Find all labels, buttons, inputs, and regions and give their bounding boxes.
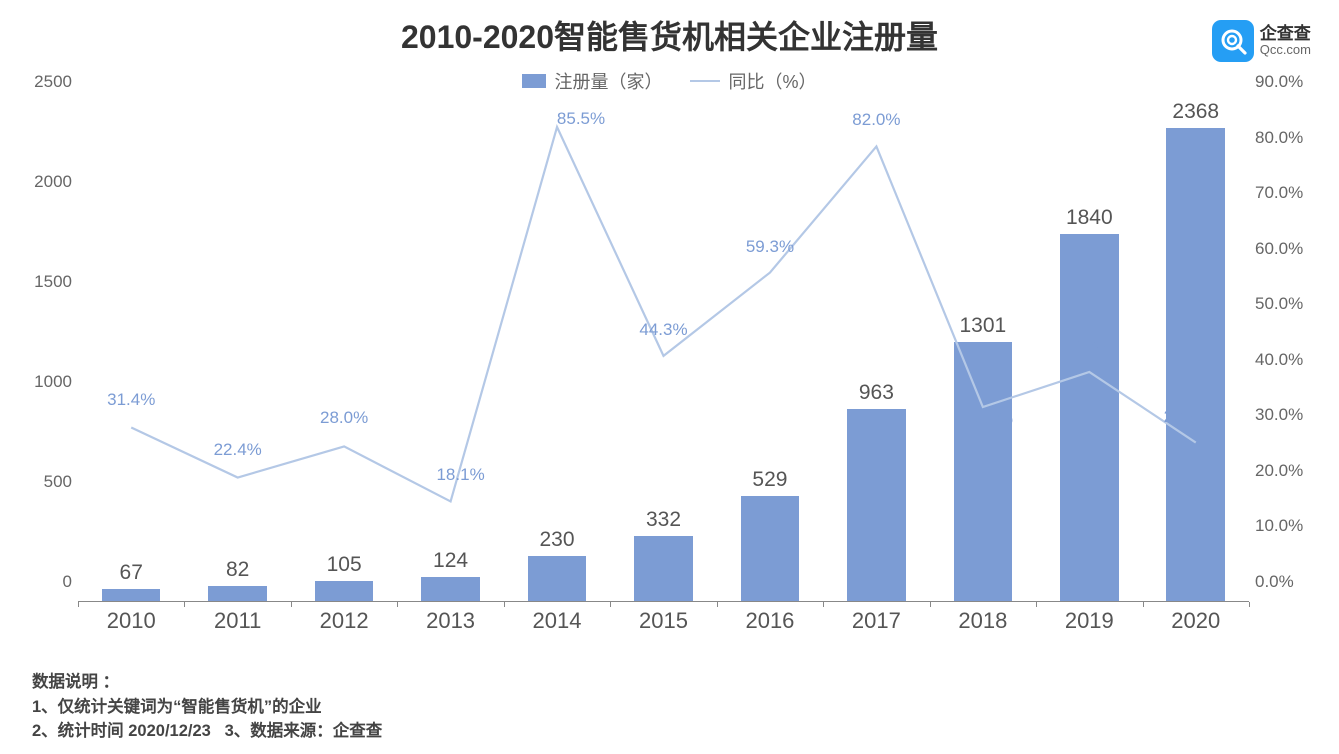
line-value-label: 59.3%: [746, 237, 794, 257]
x-axis-labels: 2010 2011 2012 2013 2014 2015 2016 2017 2018 2019…: [78, 602, 1249, 642]
y-right-tick: 70.0%: [1255, 183, 1303, 203]
x-axis-label: 2019: [1065, 608, 1114, 634]
legend-item-line: 同比（%）: [690, 68, 816, 94]
y-left-tick: 500: [44, 472, 72, 492]
line-value-label: 35.1%: [965, 409, 1013, 429]
x-axis-label: 2015: [639, 608, 688, 634]
logo-text-cn: 企查查: [1260, 25, 1311, 44]
y-axis-left: 05001000150020002500: [20, 102, 78, 602]
line-value-label: 18.1%: [436, 465, 484, 485]
x-tick-mark: [1249, 602, 1250, 607]
line-value-label: 82.0%: [852, 110, 900, 130]
footnote-heading: 数据说明 ：: [32, 670, 382, 695]
line-value-label: 31.4%: [107, 390, 155, 410]
y-right-tick: 40.0%: [1255, 350, 1303, 370]
x-axis-label: 2011: [214, 608, 261, 634]
line-value-label: 28.7%: [1164, 407, 1212, 427]
y-right-tick: 30.0%: [1255, 405, 1303, 425]
x-axis-label: 2014: [533, 608, 582, 634]
x-axis-label: 2013: [426, 608, 475, 634]
y-right-tick: 50.0%: [1255, 294, 1303, 314]
legend-bar-swatch: [522, 74, 546, 88]
legend-bar-label: 注册量（家）: [554, 68, 662, 94]
y-right-tick: 20.0%: [1255, 461, 1303, 481]
x-axis-label: 2016: [745, 608, 794, 634]
line-value-label: 28.0%: [320, 408, 368, 428]
footnote-line-2: 2、统计时间 2020/12/23 3、数据来源：企查查: [32, 719, 382, 744]
y-left-tick: 0: [63, 572, 72, 592]
line-value-label: 22.4%: [214, 440, 262, 460]
footnote-line-1: 1、仅统计关键词为“智能售货机”的企业: [32, 695, 382, 720]
logo-text-en: Qcc.com: [1260, 43, 1311, 57]
y-right-tick: 90.0%: [1255, 72, 1303, 92]
footnotes: 数据说明 ： 1、仅统计关键词为“智能售货机”的企业 2、统计时间 2020/1…: [32, 670, 382, 744]
y-right-tick: 10.0%: [1255, 516, 1303, 536]
logo-icon: [1212, 20, 1254, 62]
chart-area: 05001000150020002500 2368184013019635293…: [20, 102, 1319, 642]
plot-area: 2368184013019635293322301241058267 31.4%…: [78, 102, 1249, 602]
chart-title: 2010-2020智能售货机相关企业注册量: [0, 0, 1339, 58]
y-left-tick: 1500: [34, 272, 72, 292]
line-value-label: 41.4%: [1065, 336, 1113, 356]
x-axis-label: 2012: [320, 608, 369, 634]
x-axis-label: 2017: [852, 608, 901, 634]
line-value-label: 85.5%: [557, 109, 605, 129]
brand-logo: 企查查 Qcc.com: [1212, 20, 1311, 62]
x-axis-label: 2018: [958, 608, 1007, 634]
y-left-tick: 1000: [34, 372, 72, 392]
line-value-label: 44.3%: [639, 320, 687, 340]
y-left-tick: 2000: [34, 172, 72, 192]
y-right-tick: 80.0%: [1255, 128, 1303, 148]
legend-line-label: 同比（%）: [728, 68, 816, 94]
x-axis-label: 2020: [1171, 608, 1220, 634]
y-left-tick: 2500: [34, 72, 72, 92]
legend-line-swatch: [690, 80, 720, 82]
y-axis-right: 0.0% 10.0% 20.0% 30.0% 40.0% 50.0% 60.0% 70.0% 8…: [1249, 102, 1319, 602]
y-right-tick: 0.0%: [1255, 572, 1294, 592]
legend: 注册量（家） 同比（%）: [0, 68, 1339, 94]
x-axis-label: 2010: [107, 608, 156, 634]
y-right-tick: 60.0%: [1255, 239, 1303, 259]
legend-item-bar: 注册量（家）: [522, 68, 662, 94]
